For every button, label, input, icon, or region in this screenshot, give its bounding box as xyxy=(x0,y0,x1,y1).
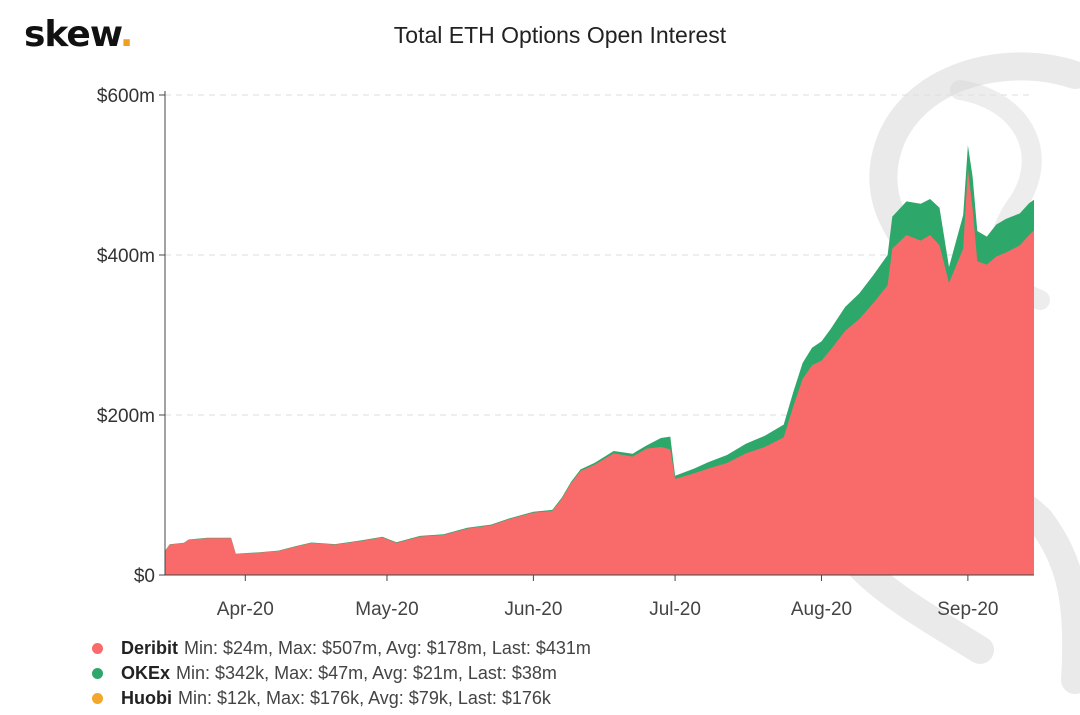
legend-series-name: Deribit xyxy=(121,638,179,658)
legend-item-okex[interactable]: OKEx Min: $342k, Max: $47m, Avg: $21m, La… xyxy=(92,661,591,686)
area-deribit xyxy=(165,169,1034,575)
legend-series-name: OKEx xyxy=(121,663,171,683)
legend-dot-icon xyxy=(92,693,103,704)
x-tick-label-1: May-20 xyxy=(355,599,418,620)
y-tick-label-0: $0 xyxy=(134,566,155,587)
legend-series-stats: Min: $24m, Max: $507m, Avg: $178m, Last:… xyxy=(184,638,591,658)
x-tick-label-2: Jun-20 xyxy=(504,599,562,620)
axes xyxy=(159,91,1034,581)
x-tick-label-4: Aug-20 xyxy=(791,599,852,620)
legend-item-huobi[interactable]: Huobi Min: $12k, Max: $176k, Avg: $79k, L… xyxy=(92,686,591,711)
x-tick-label-3: Jul-20 xyxy=(649,599,701,620)
y-tick-label-2: $400m xyxy=(97,246,155,267)
grid-lines xyxy=(165,94,1034,416)
chart-title: Total ETH Options Open Interest xyxy=(393,22,727,48)
skew-logo: skew. xyxy=(24,14,134,55)
logo-text: skew xyxy=(24,14,121,55)
legend-series-name: Huobi xyxy=(121,688,172,708)
series-areas xyxy=(165,145,1034,575)
y-tick-label-1: $200m xyxy=(97,406,155,427)
x-tick-label-0: Apr-20 xyxy=(217,599,274,620)
x-axis-labels: Apr-20 May-20 Jun-20 Jul-20 Aug-20 Sep-20 xyxy=(217,599,999,620)
legend: Deribit Min: $24m, Max: $507m, Avg: $178m… xyxy=(92,636,591,711)
legend-item-deribit[interactable]: Deribit Min: $24m, Max: $507m, Avg: $178m… xyxy=(92,636,591,661)
legend-series-stats: Min: $12k, Max: $176k, Avg: $79k, Last: … xyxy=(178,688,551,708)
logo-dot: . xyxy=(119,14,134,55)
legend-dot-icon xyxy=(92,668,103,679)
legend-dot-icon xyxy=(92,643,103,654)
y-tick-label-3: $600m xyxy=(97,86,155,107)
legend-series-stats: Min: $342k, Max: $47m, Avg: $21m, Last: … xyxy=(176,663,557,683)
x-tick-label-5: Sep-20 xyxy=(937,599,998,620)
y-axis-labels: $0 $200m $400m $600m xyxy=(97,86,155,587)
